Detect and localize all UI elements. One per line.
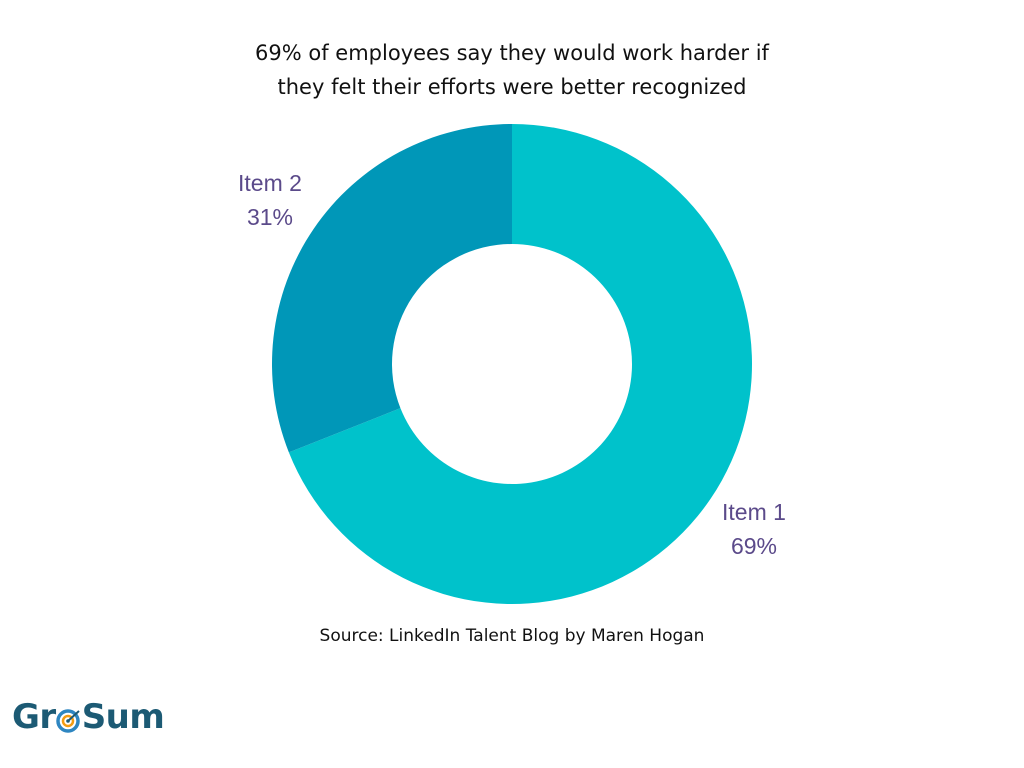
donut-slice-item-2 xyxy=(272,124,512,453)
chart-title: 69% of employees say they would work har… xyxy=(0,36,1024,104)
logo-text-end: Sum xyxy=(81,697,165,737)
slice-label-item-1: Item 1 69% xyxy=(684,495,824,563)
slice-label-item-2-value: 31% xyxy=(246,204,294,230)
donut-slice-item-1 xyxy=(288,124,752,605)
grosum-logo: Gr Sum xyxy=(12,694,165,740)
slice-label-item-2: Item 2 31% xyxy=(200,166,340,234)
source-note: Source: LinkedIn Talent Blog by Maren Ho… xyxy=(319,626,705,646)
chart-title-line-2: they felt their efforts were better reco… xyxy=(277,75,747,99)
slice-label-item-1-name: Item 1 xyxy=(722,499,786,525)
slice-label-item-1-value: 69% xyxy=(730,533,778,559)
slice-label-item-2-name: Item 2 xyxy=(238,170,302,196)
chart-title-line-1: 69% of employees say they would work har… xyxy=(255,41,769,65)
logo-text-start: Gr xyxy=(12,697,56,737)
target-icon xyxy=(55,694,82,740)
